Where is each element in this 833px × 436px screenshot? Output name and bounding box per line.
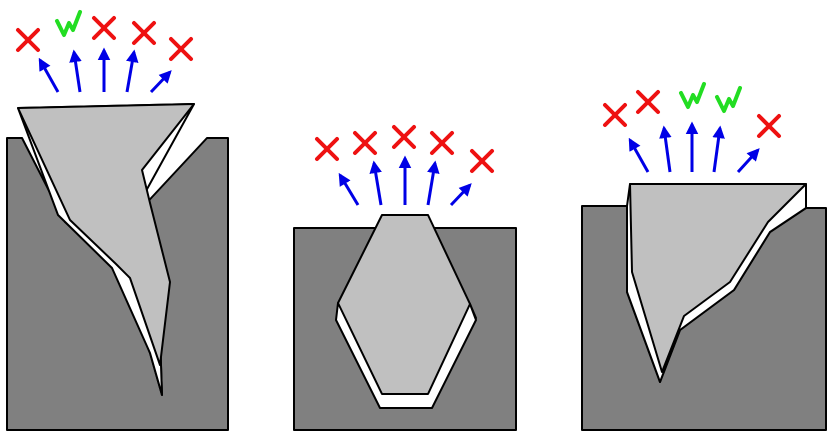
direction-arrow-4 (125, 49, 139, 93)
check-mark-icon (679, 82, 706, 109)
cross-mark-icon (132, 21, 156, 45)
direction-results (603, 82, 781, 138)
cross-mark-icon (353, 131, 377, 155)
direction-arrow-5 (449, 183, 472, 207)
cross-mark-icon (603, 103, 627, 127)
direction-arrow-5 (736, 148, 760, 174)
direction-arrow-1 (38, 57, 60, 93)
direction-arrow-5 (149, 70, 172, 94)
direction-arrows (628, 121, 760, 174)
cross-mark-icon (636, 90, 660, 114)
cross-mark-icon (16, 28, 40, 52)
molded-part (17, 103, 195, 366)
direction-arrow-1 (338, 172, 360, 206)
direction-arrow-1 (628, 137, 650, 173)
check-mark-icon (55, 10, 82, 37)
direction-arrow-2 (369, 160, 383, 206)
cross-mark-icon (315, 137, 339, 161)
cross-mark-icon (392, 125, 416, 149)
direction-arrow-2 (659, 125, 672, 173)
cross-mark-icon (430, 131, 454, 155)
molded-part (629, 183, 807, 373)
cross-mark-icon (169, 37, 193, 61)
direction-arrow-2 (69, 49, 82, 93)
direction-results (16, 10, 193, 61)
panel-1 (6, 10, 229, 431)
direction-arrows (38, 47, 172, 94)
direction-results (315, 125, 494, 173)
direction-arrows (338, 155, 472, 207)
cross-mark-icon (470, 149, 494, 173)
cross-mark-icon (92, 16, 116, 40)
check-mark-icon (715, 86, 742, 113)
molded-part (337, 214, 471, 395)
direction-arrow-4 (712, 125, 725, 173)
direction-arrow-4 (426, 160, 440, 206)
panel-3 (581, 82, 827, 431)
panel-2 (293, 125, 517, 431)
cross-mark-icon (757, 114, 781, 138)
